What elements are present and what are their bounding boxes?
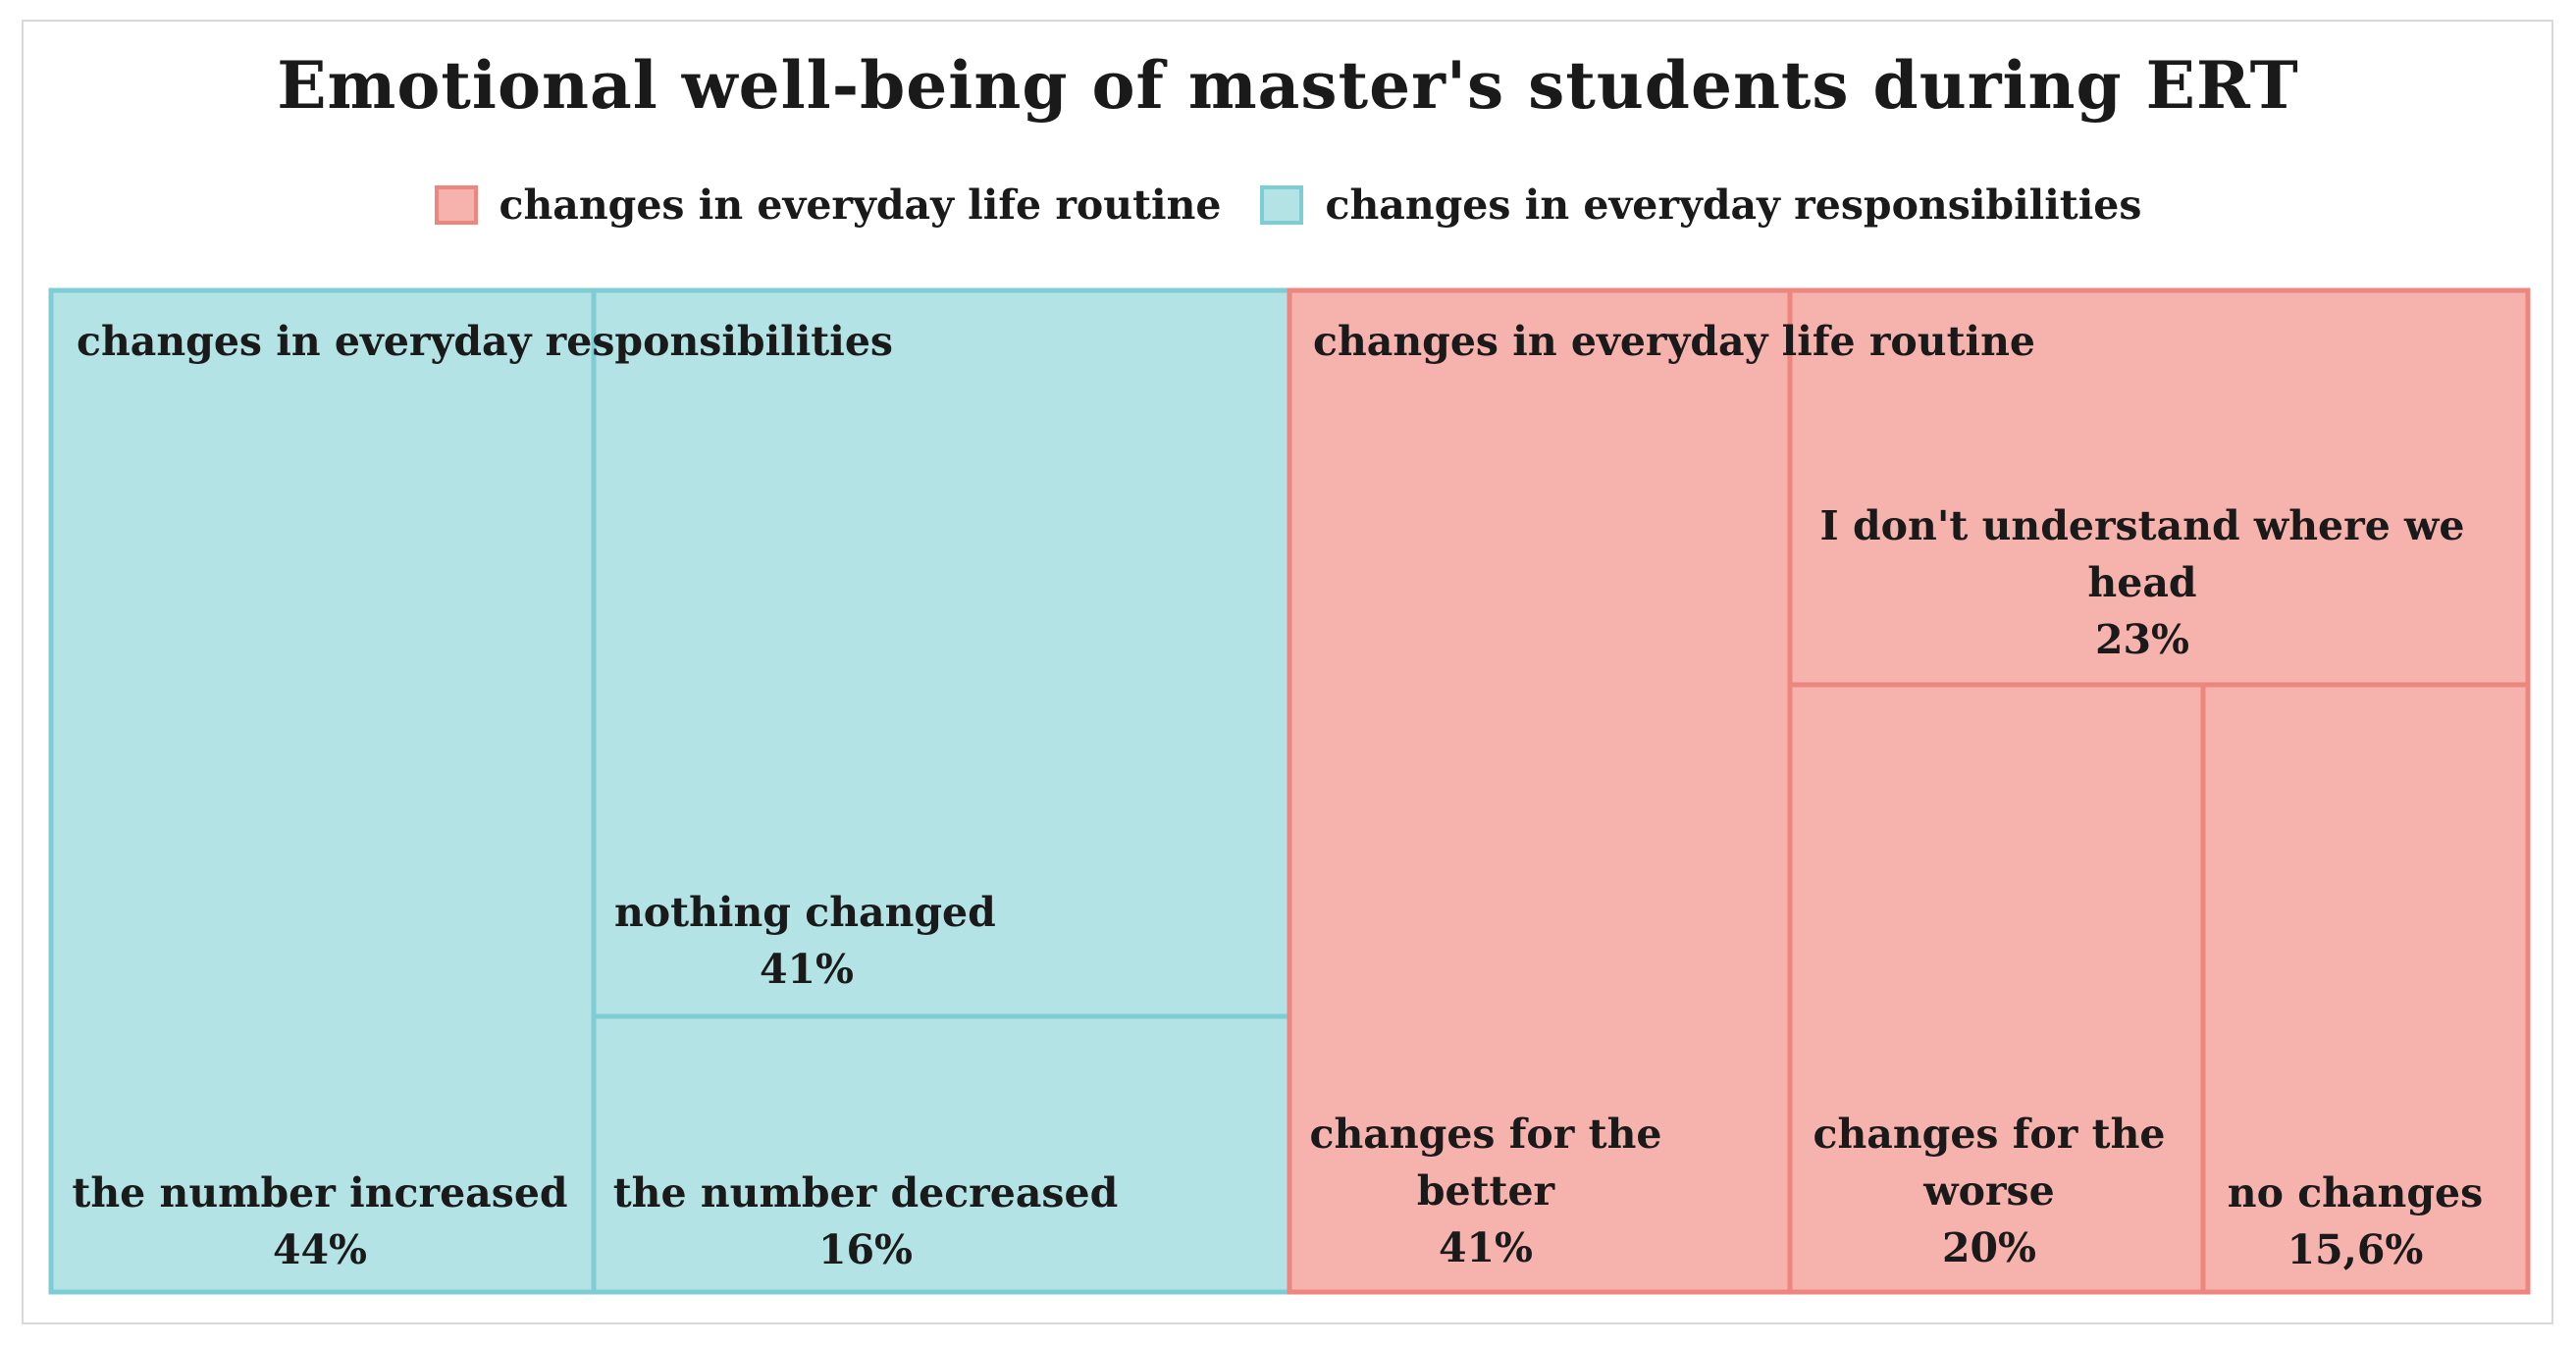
group-label-routine: changes in everyday life routine	[1313, 318, 2035, 365]
label-the-number-decreased: the number decreased	[613, 1169, 1119, 1216]
chart-legend: changes in everyday life routine changes…	[0, 181, 2576, 229]
legend-item-responsibilities: changes in everyday responsibilities	[1260, 181, 2141, 229]
legend-label-routine: changes in everyday life routine	[499, 181, 1222, 229]
label-the-number-increased: the number increased	[72, 1169, 567, 1216]
label-dont-understand-line2: head	[2087, 559, 2196, 606]
value-the-number-increased: 44%	[273, 1226, 367, 1273]
value-changes-for-the-better: 41%	[1439, 1224, 1533, 1271]
tile-dont-understand-where-we-head	[1787, 287, 2531, 688]
tile-no-changes	[2200, 682, 2531, 1295]
legend-swatch-responsibilities	[1260, 185, 1304, 225]
tile-the-number-decreased	[591, 1013, 1292, 1295]
label-changes-for-the-worse-line1: changes for the	[1814, 1111, 2166, 1158]
chart-title: Emotional well-being of master's student…	[277, 47, 2299, 124]
treemap-tiles	[48, 287, 2531, 1295]
tile-nothing-changed	[591, 287, 1292, 1019]
value-nothing-changed: 41%	[760, 946, 854, 993]
value-no-changes: 15,6%	[2287, 1226, 2424, 1273]
tile-the-number-increased	[48, 287, 597, 1295]
label-no-changes: no changes	[2228, 1169, 2483, 1216]
group-label-responsibilities: changes in everyday responsibilities	[77, 318, 893, 365]
label-changes-for-the-worse-line2: worse	[1922, 1167, 2054, 1215]
label-dont-understand-line1: I don't understand where we	[1820, 502, 2465, 549]
label-nothing-changed: nothing changed	[614, 889, 996, 936]
label-changes-for-the-better-line1: changes for the	[1310, 1111, 1662, 1158]
legend-swatch-routine	[434, 185, 478, 225]
legend-label-responsibilities: changes in everyday responsibilities	[1325, 181, 2142, 229]
value-changes-for-the-worse: 20%	[1942, 1224, 2036, 1271]
value-the-number-decreased: 16%	[818, 1226, 913, 1273]
tile-changes-for-the-better	[1287, 287, 1793, 1295]
value-dont-understand-where-we-head: 23%	[2095, 616, 2189, 663]
label-changes-for-the-better-line2: better	[1417, 1167, 1556, 1215]
tile-changes-for-the-worse	[1787, 682, 2206, 1295]
legend-item-routine: changes in everyday life routine	[434, 181, 1222, 229]
treemap-labels: changes in everyday responsibilities chan…	[72, 318, 2483, 1273]
